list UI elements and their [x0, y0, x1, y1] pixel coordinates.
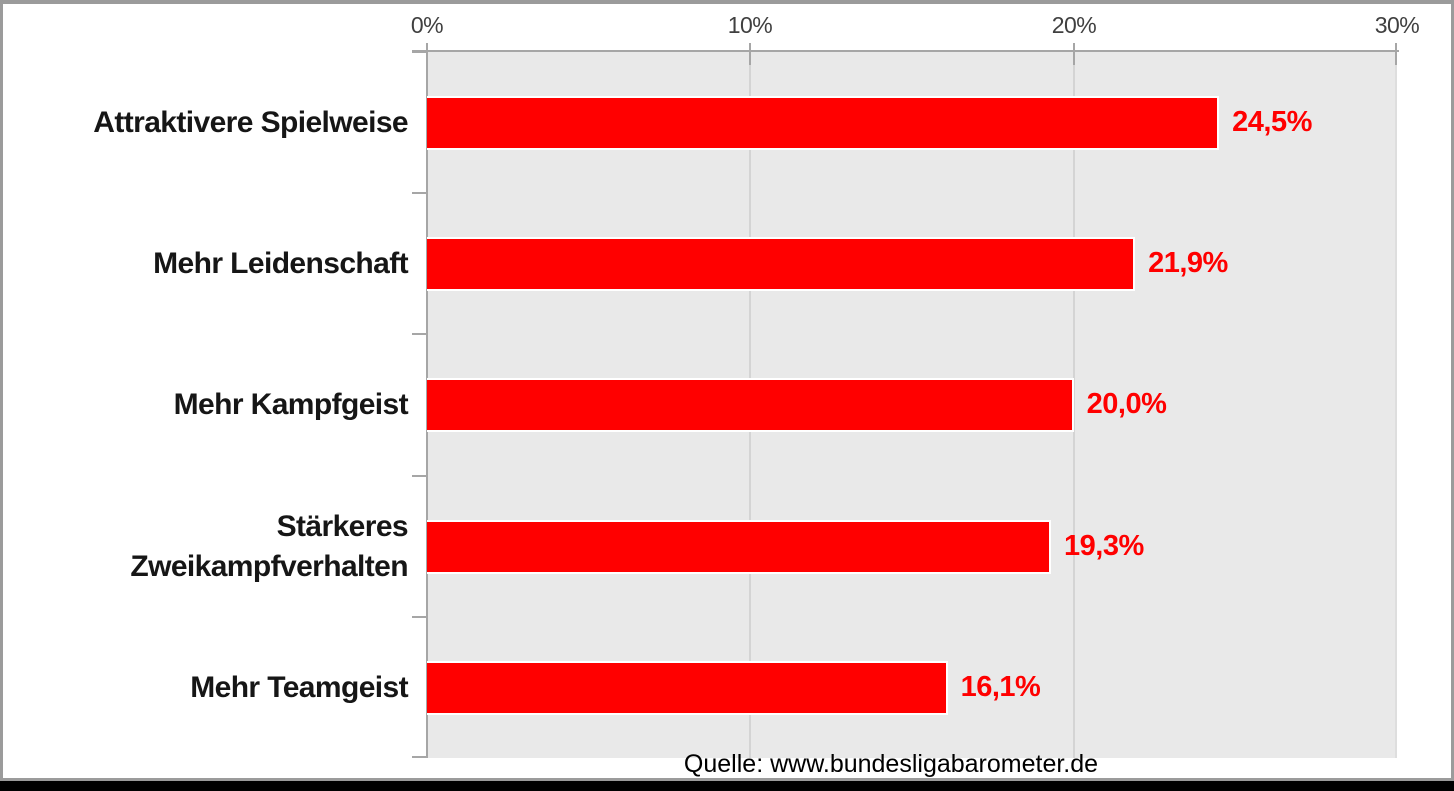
bar-value-label: 24,5%: [1232, 106, 1312, 138]
frame-border-right: [1451, 0, 1454, 781]
bottom-black-strip: [0, 781, 1454, 791]
category-label-mehr-teamgeist: Mehr Teamgeist: [190, 670, 408, 704]
bar-row: 24,5%: [427, 52, 1437, 193]
x-tick-label-30: 30%: [1374, 12, 1420, 38]
x-tick-30: [1395, 43, 1397, 65]
y-tick-6: [412, 756, 428, 758]
bar-value-label: 20,0%: [1086, 388, 1167, 420]
y-tick-3: [412, 333, 428, 335]
bar-value-label: 21,9%: [1148, 247, 1228, 279]
x-tick-label-20: 20%: [1051, 12, 1097, 38]
bar-staerkeres-zweikampfverhalten: [427, 519, 1052, 574]
bar-mehr-kampfgeist: [427, 377, 1074, 432]
plot-right-edge: [1395, 52, 1397, 758]
bar-row: 21,9%: [427, 193, 1437, 334]
y-tick-5: [412, 616, 428, 618]
y-tick-1: [412, 51, 428, 53]
bar-mehr-leidenschaft: [427, 236, 1136, 291]
x-axis-line: [412, 50, 1399, 52]
bar-row: 20,0%: [427, 334, 1437, 475]
category-label-mehr-kampfgeist: Mehr Kampfgeist: [173, 387, 409, 421]
y-tick-2: [412, 192, 428, 194]
category-label-attraktivere-spielweise: Attraktivere Spielweise: [93, 105, 408, 139]
y-tick-4: [412, 475, 428, 477]
category-label-staerkeres-zweikampfverhalten: Stärkeres Zweikampfverhalten: [130, 509, 408, 583]
bar-row: 16,1%: [427, 617, 1437, 758]
x-tick-20: [1073, 43, 1075, 65]
bar-value-label: 19,3%: [1064, 530, 1144, 562]
bar-value-label: 16,1%: [960, 671, 1041, 703]
x-tick-label-0: 0%: [410, 12, 444, 38]
source-note: Quelle: www.bundesligabarometer.de: [683, 750, 1099, 778]
category-label-mehr-leidenschaft: Mehr Leidenschaft: [153, 246, 408, 280]
gridline-20pct: [1073, 52, 1075, 758]
bar-mehr-teamgeist: [427, 660, 948, 715]
x-tick-0: [426, 43, 428, 65]
frame-border-bottom: [0, 778, 1454, 781]
frame-border-left: [0, 0, 3, 781]
frame-border-top: [0, 0, 1454, 4]
bar-row: 19,3%: [427, 476, 1437, 617]
x-tick-10: [749, 43, 751, 65]
bar-attraktivere-spielweise: [427, 95, 1220, 150]
x-tick-label-10: 10%: [727, 12, 773, 38]
